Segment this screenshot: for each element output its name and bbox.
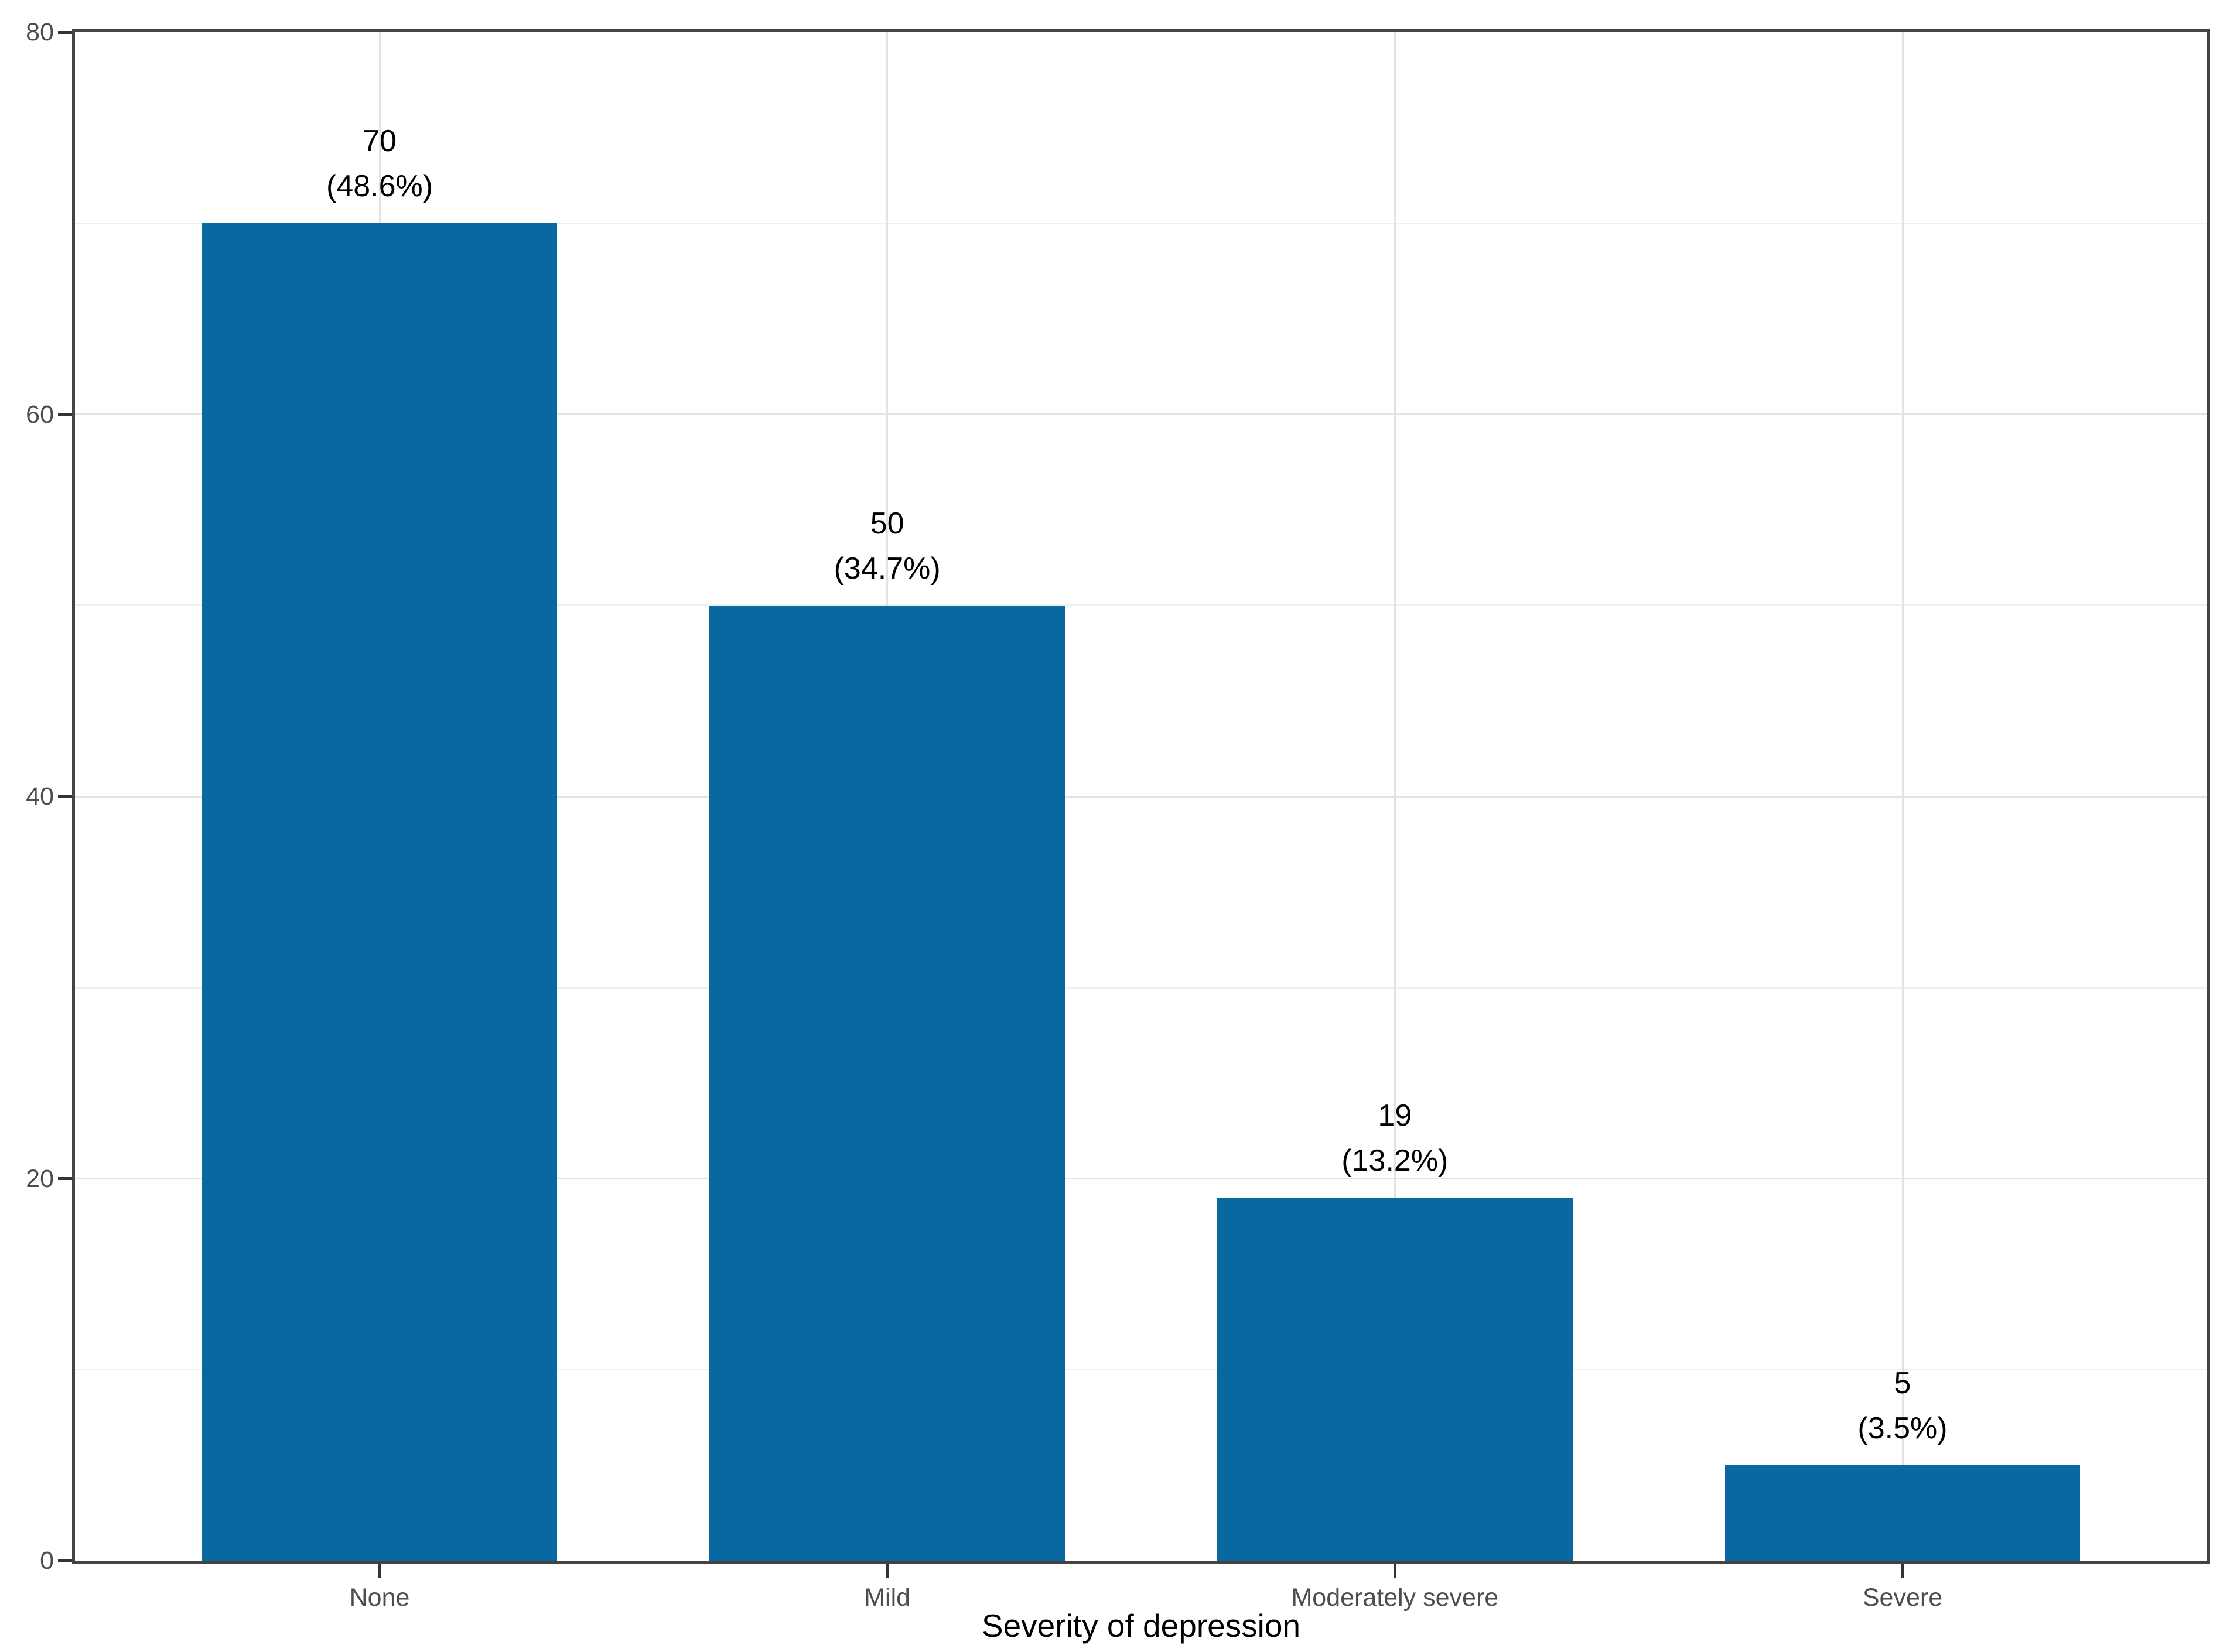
bar-value-label: 19 (13.2%) (1341, 1093, 1448, 1184)
x-axis-tick-mark (1393, 1564, 1396, 1578)
bar-percent-text: (13.2%) (1341, 1144, 1449, 1178)
bar (709, 605, 1065, 1561)
bar (201, 223, 558, 1561)
bar-value-label: 5 (3.5%) (1857, 1361, 1947, 1451)
x-axis-tick-mark (1901, 1564, 1904, 1578)
bar-count-text: 70 (363, 124, 397, 159)
y-axis-tick-mark (58, 795, 72, 798)
bar-count-text: 5 (1894, 1366, 1911, 1400)
gridline-horizontal-minor (75, 604, 2207, 607)
x-axis-tick-label: None (349, 1583, 410, 1612)
x-axis-tick-label: Mild (864, 1583, 911, 1612)
y-axis-tick-label: 0 (40, 1547, 54, 1575)
x-axis-title: Severity of depression (981, 1607, 1301, 1644)
x-axis-tick-mark (886, 1564, 889, 1578)
bar-percent-text: (3.5%) (1857, 1411, 1948, 1445)
x-axis-tick-label: Severe (1862, 1583, 1943, 1612)
gridline-horizontal-major (75, 1178, 2207, 1179)
gridline-horizontal-minor (75, 986, 2207, 989)
bar (1724, 1465, 2081, 1561)
bar-percent-text: (34.7%) (834, 551, 941, 586)
bar-count-text: 19 (1378, 1099, 1412, 1133)
bar-percent-text: (48.6%) (326, 169, 433, 204)
bar-value-label: 70 (48.6%) (326, 119, 433, 209)
gridline-vertical-major (1901, 32, 1904, 1561)
gridline-horizontal-minor (75, 1369, 2207, 1371)
y-axis-tick-mark (58, 1177, 72, 1180)
x-axis-tick-label: Moderately severe (1291, 1583, 1499, 1612)
y-axis-tick-mark (58, 413, 72, 416)
plot-panel: 70 (48.6%) 50 (34.7%) 19 (13.2%) 5 (3.5%) (72, 29, 2210, 1564)
gridline-horizontal-major (75, 795, 2207, 798)
y-axis-tick-mark (58, 1559, 72, 1562)
y-axis-tick-label: 20 (26, 1164, 54, 1193)
bar (1217, 1198, 1573, 1561)
gridline-vertical-major (1394, 32, 1396, 1561)
gridline-horizontal-minor (75, 222, 2207, 224)
y-axis-tick-label: 40 (26, 782, 54, 810)
y-axis-tick-label: 60 (26, 400, 54, 429)
y-axis-tick-mark (58, 30, 72, 34)
bar-count-text: 50 (870, 506, 904, 541)
y-axis-tick-label: 80 (26, 18, 54, 46)
gridline-horizontal-major (75, 413, 2207, 415)
x-axis-tick-mark (378, 1564, 381, 1578)
bar-value-label: 50 (34.7%) (834, 501, 941, 591)
